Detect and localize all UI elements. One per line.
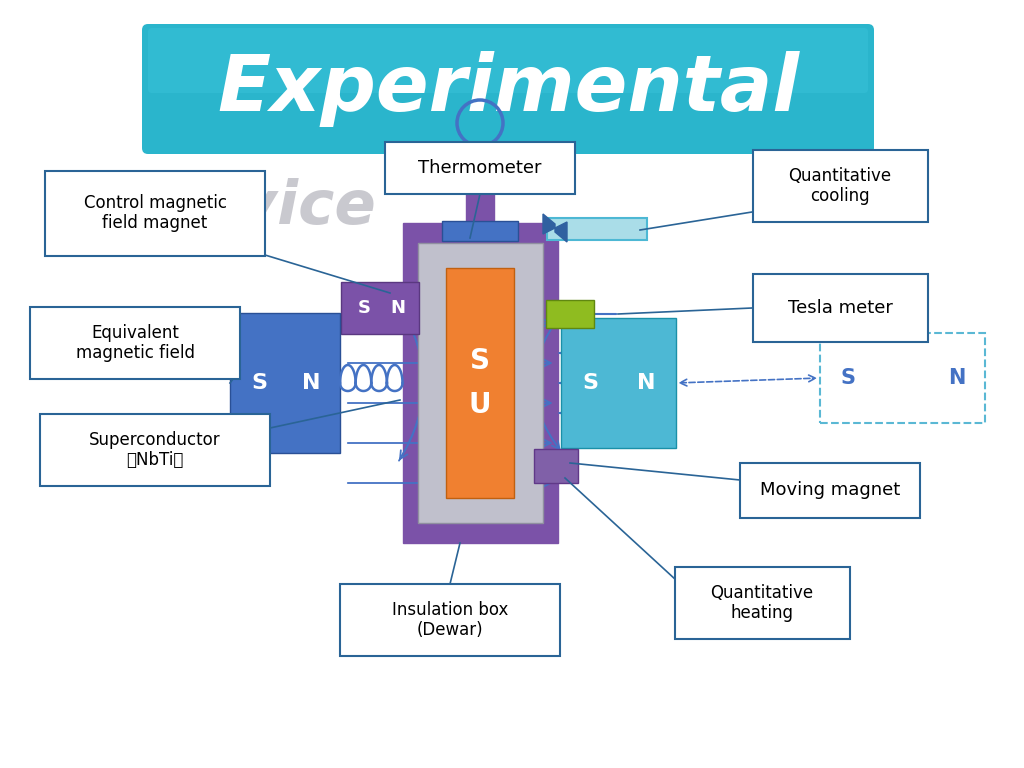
Text: Tesla meter: Tesla meter bbox=[787, 299, 893, 317]
FancyBboxPatch shape bbox=[534, 449, 578, 483]
Text: Insulation box
(Dewar): Insulation box (Dewar) bbox=[392, 601, 508, 640]
FancyBboxPatch shape bbox=[148, 28, 868, 93]
Text: N: N bbox=[302, 373, 321, 393]
FancyBboxPatch shape bbox=[546, 300, 594, 328]
FancyBboxPatch shape bbox=[341, 282, 419, 334]
FancyBboxPatch shape bbox=[740, 462, 920, 518]
FancyBboxPatch shape bbox=[142, 24, 874, 154]
FancyBboxPatch shape bbox=[30, 307, 240, 379]
Text: N: N bbox=[637, 373, 655, 393]
FancyBboxPatch shape bbox=[340, 584, 560, 656]
FancyBboxPatch shape bbox=[820, 333, 985, 423]
FancyBboxPatch shape bbox=[675, 567, 850, 639]
Text: S: S bbox=[357, 299, 371, 317]
FancyBboxPatch shape bbox=[466, 153, 494, 223]
Text: Quantitative
heating: Quantitative heating bbox=[711, 584, 813, 622]
Polygon shape bbox=[543, 214, 555, 234]
Text: Equivalent
magnetic field: Equivalent magnetic field bbox=[76, 323, 195, 362]
Text: Thermometer: Thermometer bbox=[418, 159, 542, 177]
Text: Experimental: Experimental bbox=[217, 51, 799, 127]
Text: Moving magnet: Moving magnet bbox=[760, 481, 900, 499]
FancyBboxPatch shape bbox=[560, 318, 676, 448]
Text: N: N bbox=[948, 368, 966, 388]
Text: S: S bbox=[470, 347, 490, 375]
FancyBboxPatch shape bbox=[402, 223, 557, 543]
FancyBboxPatch shape bbox=[385, 142, 575, 194]
Text: Control magnetic
field magnet: Control magnetic field magnet bbox=[84, 194, 226, 233]
FancyBboxPatch shape bbox=[230, 313, 340, 453]
FancyBboxPatch shape bbox=[45, 170, 265, 256]
Text: S: S bbox=[841, 368, 855, 388]
Text: N: N bbox=[390, 299, 406, 317]
FancyBboxPatch shape bbox=[418, 243, 543, 523]
FancyBboxPatch shape bbox=[40, 414, 270, 486]
FancyBboxPatch shape bbox=[753, 150, 928, 222]
Polygon shape bbox=[555, 222, 567, 242]
FancyBboxPatch shape bbox=[446, 268, 514, 498]
Text: U: U bbox=[469, 391, 492, 419]
Text: Superconductor
（NbTi）: Superconductor （NbTi） bbox=[89, 431, 221, 469]
Text: S: S bbox=[251, 373, 267, 393]
Text: device: device bbox=[153, 178, 377, 237]
FancyBboxPatch shape bbox=[547, 218, 647, 240]
FancyBboxPatch shape bbox=[753, 274, 928, 342]
Text: S: S bbox=[582, 373, 598, 393]
Text: Quantitative
cooling: Quantitative cooling bbox=[788, 167, 892, 205]
FancyBboxPatch shape bbox=[442, 221, 518, 241]
